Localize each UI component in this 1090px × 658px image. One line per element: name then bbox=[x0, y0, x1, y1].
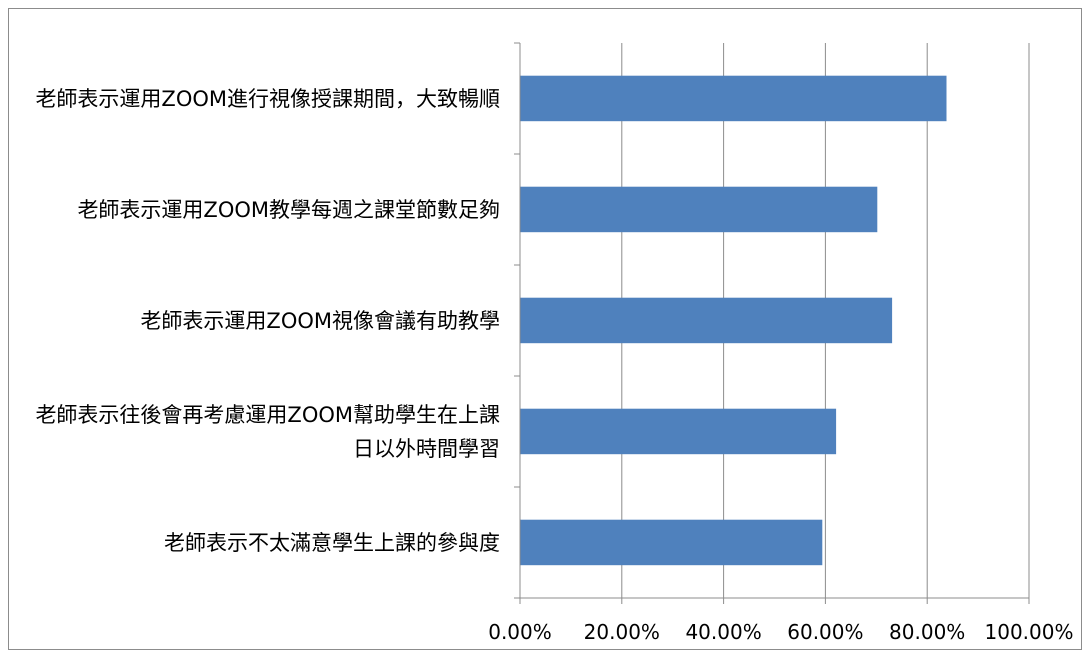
x-tick-label: 60.00% bbox=[787, 620, 864, 644]
x-tick-label: 80.00% bbox=[889, 620, 966, 644]
category-label: 老師表示運用ZOOM進行視像授課期間，大致暢順 bbox=[35, 86, 500, 111]
x-tick-label: 20.00% bbox=[583, 620, 660, 644]
x-tick-label: 0.00% bbox=[488, 620, 552, 644]
bar bbox=[520, 519, 823, 566]
x-tick-label: 40.00% bbox=[685, 620, 762, 644]
category-label: 老師表示往後會再考慮運用ZOOM幫助學生在上課日以外時間學習 bbox=[35, 402, 500, 461]
category-label: 老師表示運用ZOOM視像會議有助教學 bbox=[140, 308, 500, 333]
category-label: 老師表示不太滿意學生上課的參與度 bbox=[164, 530, 500, 555]
bar bbox=[520, 297, 893, 344]
bar bbox=[520, 186, 878, 233]
bar bbox=[520, 75, 947, 122]
x-tick-label: 100.00% bbox=[984, 620, 1074, 644]
bars bbox=[520, 75, 947, 566]
axes bbox=[514, 42, 1030, 604]
bar bbox=[520, 408, 837, 455]
category-label: 老師表示運用ZOOM教學每週之課堂節數足夠 bbox=[77, 197, 500, 222]
